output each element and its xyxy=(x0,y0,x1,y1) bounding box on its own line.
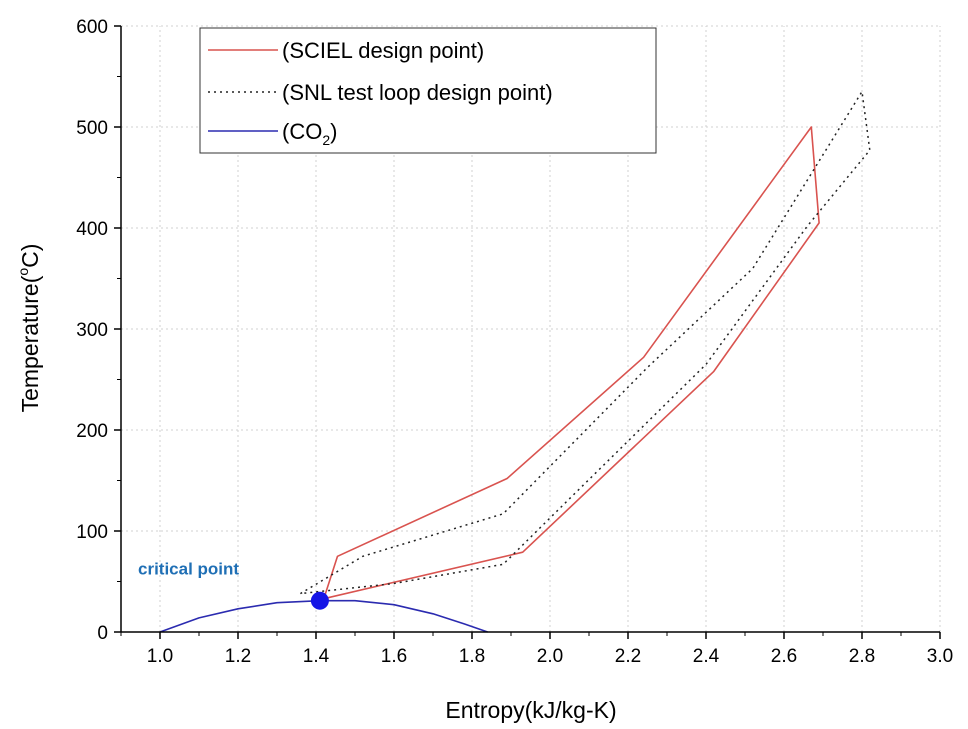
x-tick-label: 2.4 xyxy=(693,646,720,667)
y-tick-label: 0 xyxy=(97,623,108,644)
x-axis-title: Entropy(kJ/kg-K) xyxy=(445,697,616,723)
x-tick-label: 1.6 xyxy=(381,646,407,667)
critical-point-marker xyxy=(310,591,329,610)
ticks: 1.0 1.2 1.4 1.6 1.8 2.0 2.2 2.4 2.6 2.8 3.0 0 100 200… xyxy=(76,17,953,667)
y-tick-label: 200 xyxy=(76,421,108,442)
legend: (SCIEL design point) (SNL test loop desi… xyxy=(199,27,657,154)
series-layer xyxy=(159,90,871,633)
critical-point-annotation: critical point xyxy=(138,559,239,578)
y-tick-label: 100 xyxy=(76,522,108,543)
x-tick-label: 1.8 xyxy=(459,646,485,667)
y-tick-label: 400 xyxy=(76,219,108,240)
y-axis-title: Temperature(oC) xyxy=(15,244,43,413)
legend-box xyxy=(199,27,657,154)
x-tick-label: 2.8 xyxy=(849,646,875,667)
y-axis-title-degree: o xyxy=(15,268,31,276)
sciel-cycle-line xyxy=(323,126,820,600)
legend-label-co2: (CO2) xyxy=(282,119,337,148)
legend-label-snl: (SNL test loop design point) xyxy=(282,80,553,105)
co2-saturation-dome-line xyxy=(159,599,488,633)
y-tick-label: 500 xyxy=(76,118,108,139)
y-axis-title-main: Temperature( xyxy=(17,275,43,412)
y-tick-label: 600 xyxy=(76,17,108,38)
x-tick-label: 2.6 xyxy=(771,646,797,667)
x-tick-label: 3.0 xyxy=(927,646,953,667)
x-tick-label: 2.2 xyxy=(615,646,641,667)
x-tick-label: 1.0 xyxy=(147,646,173,667)
x-tick-label: 1.4 xyxy=(303,646,330,667)
x-tick-label: 1.2 xyxy=(225,646,251,667)
y-tick-label: 300 xyxy=(76,320,108,341)
x-tick-label: 2.0 xyxy=(537,646,563,667)
y-axis-title-unit: C) xyxy=(17,244,43,268)
legend-label-sciel: (SCIEL design point) xyxy=(282,38,484,63)
